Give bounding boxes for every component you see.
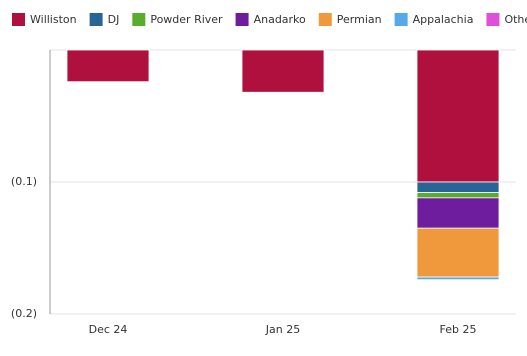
legend-label: DJ [108, 13, 120, 26]
legend-label: Williston [30, 13, 77, 26]
legend-swatch [89, 13, 103, 26]
legend-label: Powder River [150, 13, 223, 26]
legend-label: Anadarko [254, 13, 306, 26]
bar-segment [416, 276, 500, 281]
bar-segment [416, 181, 500, 193]
bar-segment [416, 197, 500, 229]
bar-segment [66, 49, 150, 83]
bar-segment [241, 49, 325, 93]
legend-label: Permian [337, 13, 382, 26]
legend-swatch [318, 13, 332, 26]
legend-swatch [12, 13, 25, 26]
legend-swatch [394, 13, 408, 26]
legend-label: Others [504, 13, 527, 26]
legend-swatch [132, 13, 146, 26]
bar-segment [416, 49, 500, 183]
x-tick-label: Dec 24 [89, 323, 128, 336]
y-tick-label: (0.1) [11, 175, 37, 188]
x-tick-label: Feb 25 [440, 323, 477, 336]
x-tick-label: Jan 25 [265, 323, 300, 336]
legend-swatch [486, 13, 500, 26]
y-tick-label: (0.2) [11, 307, 37, 320]
legend-label: Appalachia [413, 13, 474, 26]
bar-segment [416, 192, 500, 199]
bar-segment [416, 227, 500, 278]
legend-swatch [235, 13, 249, 26]
